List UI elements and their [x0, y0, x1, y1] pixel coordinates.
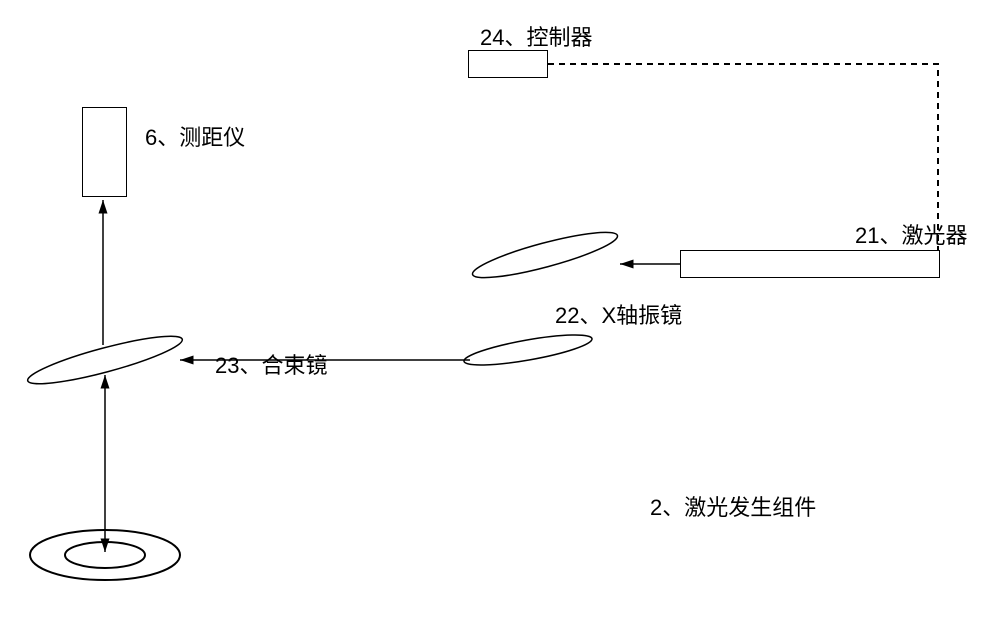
assembly-label: 2、激光发生组件 [650, 490, 816, 522]
rangefinder-box [82, 107, 127, 197]
galvo-top-mirror [469, 224, 620, 286]
laser-box [680, 250, 940, 278]
laser-label: 21、激光器 [855, 218, 967, 250]
combiner-mirror [25, 328, 186, 393]
output-ring-inner [65, 542, 145, 568]
galvo-bottom-mirror [462, 329, 593, 371]
controller-box [468, 50, 548, 78]
combiner-label: 23、合束镜 [215, 348, 327, 380]
diagram-svg [0, 0, 1000, 638]
controller-label: 24、控制器 [480, 20, 592, 52]
galvo-label: 22、X轴振镜 [555, 298, 682, 330]
rangefinder-label: 6、测距仪 [145, 120, 245, 152]
output-ring-outer [30, 530, 180, 580]
